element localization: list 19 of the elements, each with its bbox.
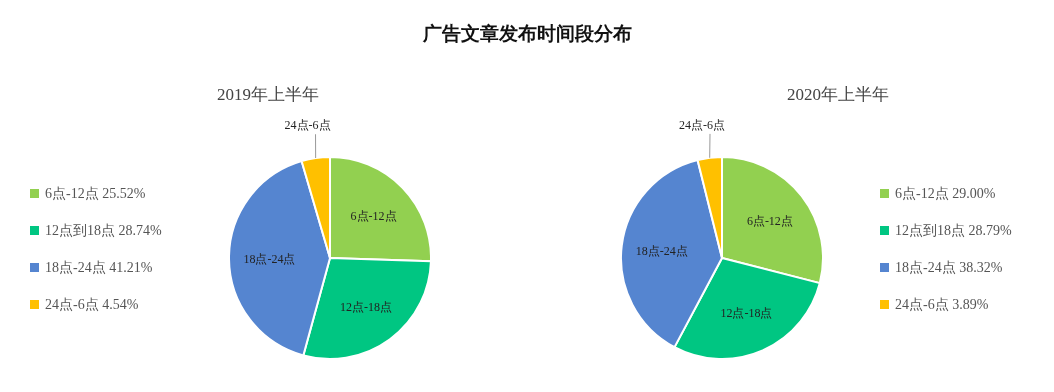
- slice-label: 24点-6点: [679, 117, 726, 132]
- slice-label: 24点-6点: [284, 118, 331, 133]
- slice-label: 6点-12点: [746, 213, 793, 228]
- slice-label: 18点-24点: [635, 243, 688, 258]
- category-label: 6点-12点 25.52%: [45, 186, 146, 201]
- chart-subtitle: 2020年上半年: [787, 85, 889, 104]
- text: 12点-18点: [339, 299, 392, 314]
- text: 12点-18点: [720, 306, 773, 321]
- category-label: 18点-24点 38.32%: [895, 260, 1003, 275]
- slice-label: 6点-12点: [350, 208, 397, 223]
- text: 广告文章发布时间段分布: [421, 23, 632, 44]
- legend-label: 12点到18点 28.79%: [895, 223, 1012, 238]
- chart-subtitle: 2019年上半年: [217, 85, 319, 104]
- category-label: 18点-24点 41.21%: [45, 260, 153, 275]
- category-label: 24点-6点 3.89%: [895, 297, 989, 312]
- legend-label: 12点到18点 28.74%: [45, 223, 162, 238]
- category-label: 24点-6点 4.54%: [45, 297, 139, 312]
- slice-label: 18点-24点: [243, 251, 296, 266]
- category-label: 6点-12点 29.00%: [895, 186, 996, 201]
